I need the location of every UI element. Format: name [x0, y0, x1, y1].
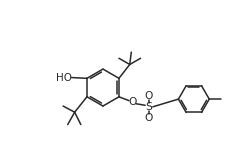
Text: O: O: [145, 91, 153, 101]
Text: O: O: [128, 97, 136, 107]
Text: O: O: [145, 113, 153, 123]
Text: S: S: [146, 102, 152, 112]
Text: HO: HO: [56, 73, 72, 82]
